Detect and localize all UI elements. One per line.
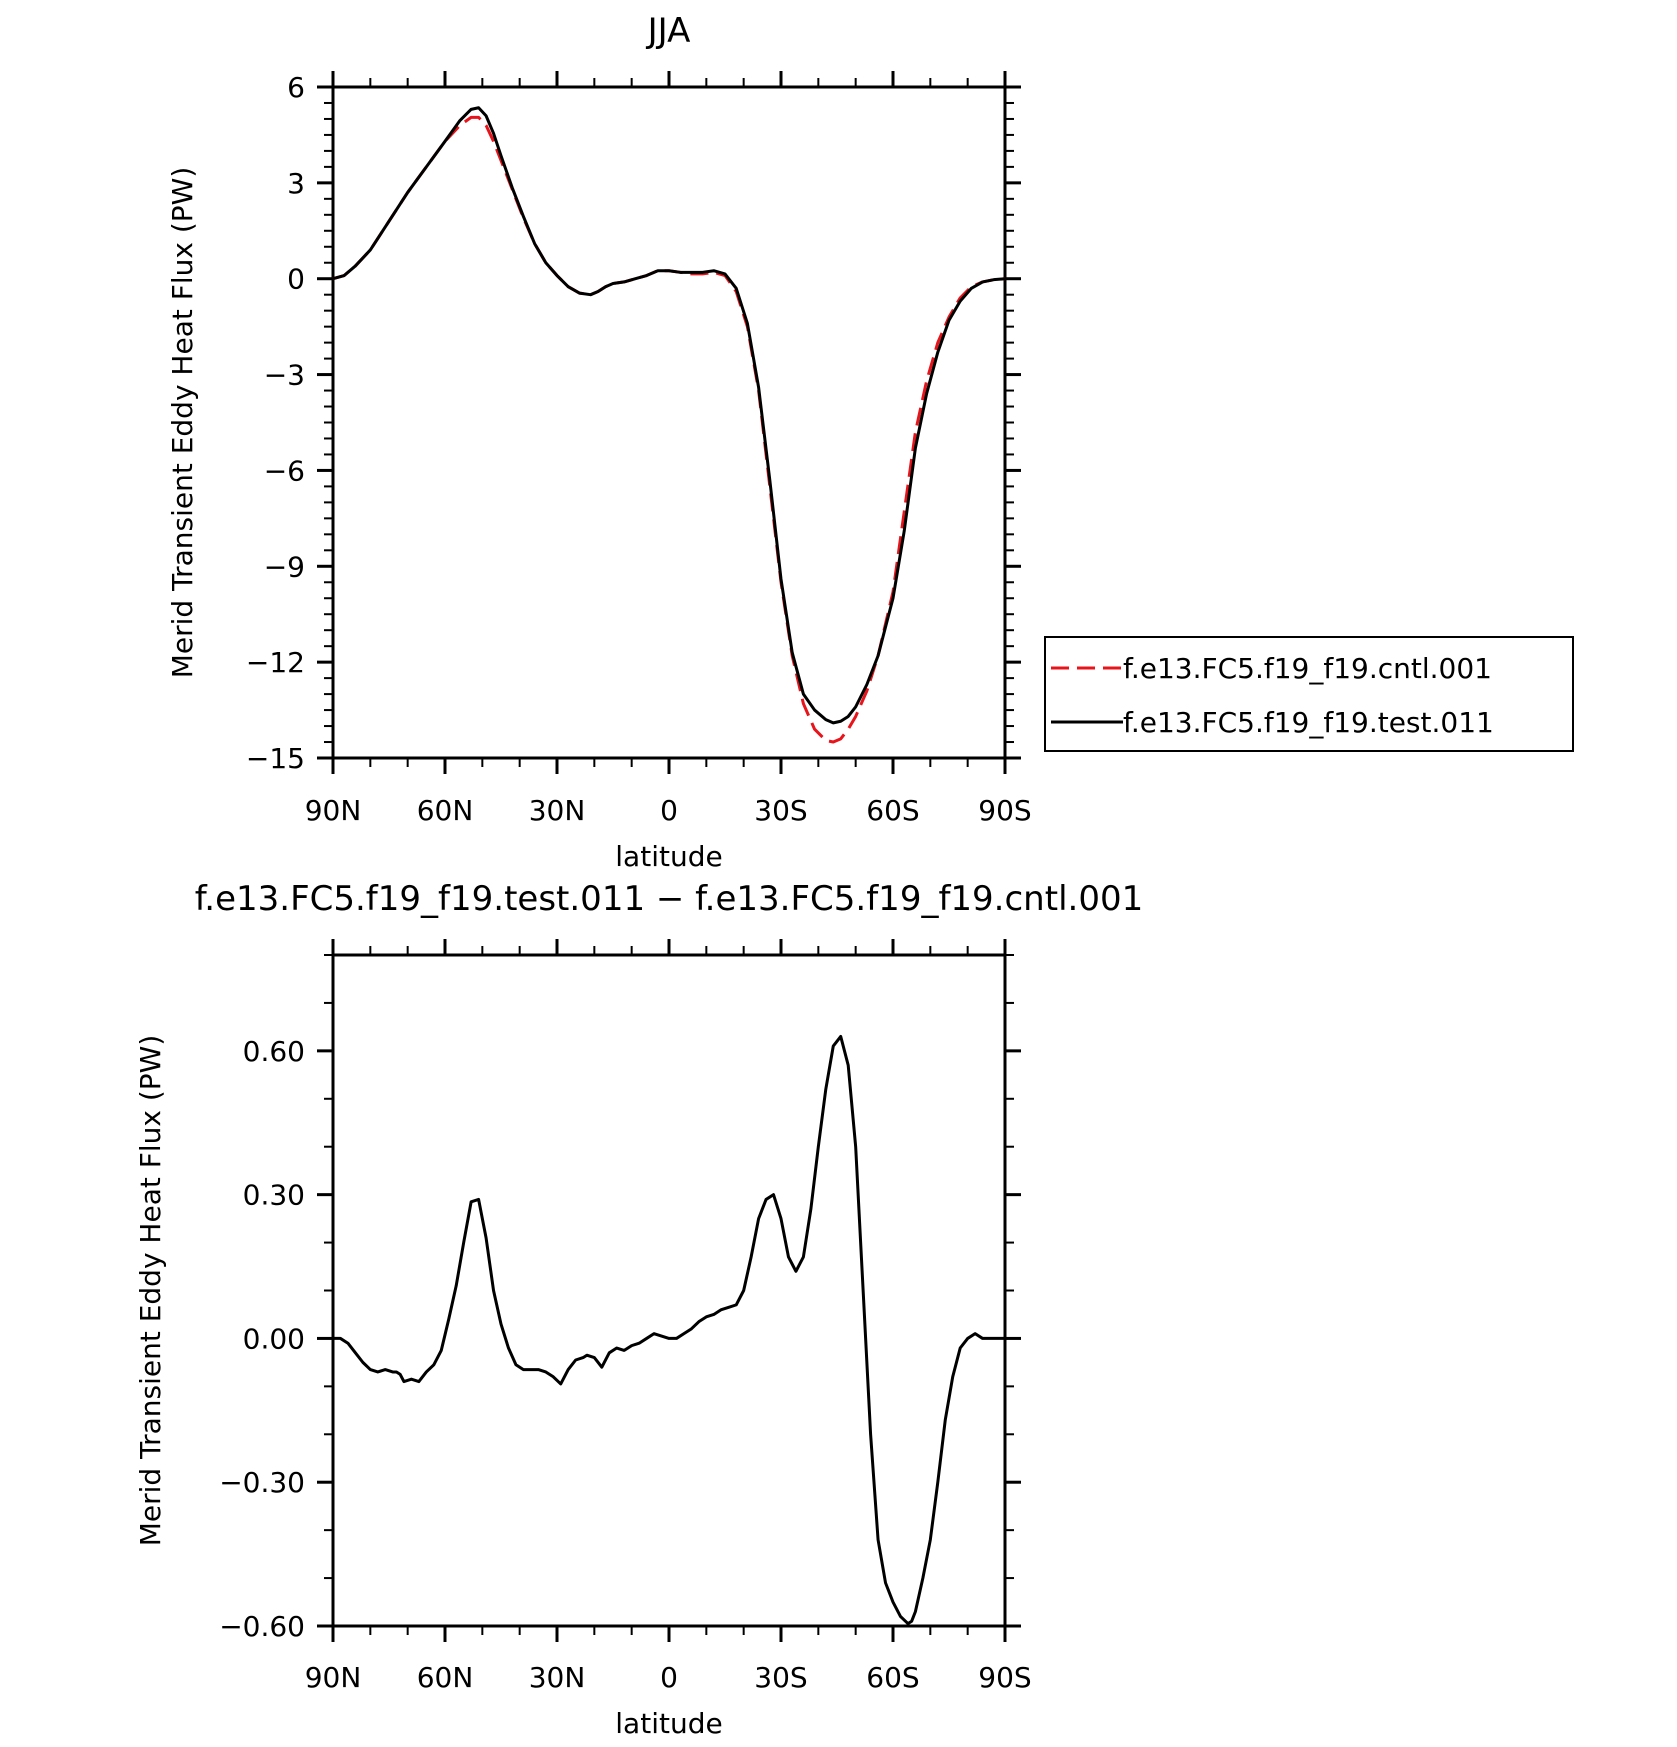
y-tick-label: −12	[246, 646, 305, 679]
x-tick-label: 90N	[305, 794, 362, 827]
x-tick-label: 30N	[529, 794, 586, 827]
x-tick-label: 90S	[978, 794, 1031, 827]
x-tick-label: 90N	[305, 1661, 362, 1694]
series-line-0	[332, 115, 1006, 744]
y-tick-label: −0.60	[219, 1610, 305, 1643]
y-tick-label: 0	[287, 263, 305, 296]
legend-label-0: f.e13.FC5.f19_f19.cntl.001	[1123, 652, 1492, 685]
y-tick-label: −9	[264, 550, 305, 583]
chart-title: JJA	[646, 11, 691, 51]
y-tick-label: −6	[264, 454, 305, 487]
plot-frame	[331, 85, 1007, 760]
legend-box	[1044, 636, 1574, 752]
x-axis-label: latitude	[615, 1707, 722, 1740]
x-tick-label: 60S	[866, 794, 919, 827]
x-tick-label: 60N	[417, 1661, 474, 1694]
legend-label-1: f.e13.FC5.f19_f19.test.011	[1123, 706, 1494, 739]
y-tick-label: 3	[287, 167, 305, 200]
x-tick-label: 0	[660, 1661, 678, 1694]
chart-difference: f.e13.FC5.f19_f19.test.011 − f.e13.FC5.f…	[134, 879, 1143, 1740]
x-tick-label: 60S	[866, 1661, 919, 1694]
y-tick-label: 0.00	[243, 1322, 305, 1355]
chart-title: f.e13.FC5.f19_f19.test.011 − f.e13.FC5.f…	[195, 879, 1143, 919]
y-tick-label: −0.30	[219, 1466, 305, 1499]
y-axis-label: Merid Transient Eddy Heat Flux (PW)	[134, 1035, 167, 1547]
y-tick-label: 0.30	[243, 1179, 305, 1212]
y-tick-label: −15	[246, 742, 305, 775]
chart-jja: JJA 90N 60N 30N 0 30S 60S 90S 6 3 0 −3 −6 −9 −12 −15 lat…	[166, 11, 1574, 873]
x-tick-label: 30S	[754, 794, 807, 827]
x-tick-label: 0	[660, 794, 678, 827]
series-line-1	[332, 106, 1006, 725]
x-tick-label: 30N	[529, 1661, 586, 1694]
y-axis-label: Merid Transient Eddy Heat Flux (PW)	[166, 167, 199, 679]
x-axis-label: latitude	[615, 840, 722, 873]
plot-frame	[331, 953, 1007, 1628]
y-tick-label: 6	[287, 71, 305, 104]
x-tick-label: 30S	[754, 1661, 807, 1694]
series-line-0	[333, 1034, 1005, 1626]
y-tick-label: −3	[264, 359, 305, 392]
x-tick-label: 60N	[417, 794, 474, 827]
x-tick-label: 90S	[978, 1661, 1031, 1694]
y-tick-label: 0.60	[243, 1035, 305, 1068]
